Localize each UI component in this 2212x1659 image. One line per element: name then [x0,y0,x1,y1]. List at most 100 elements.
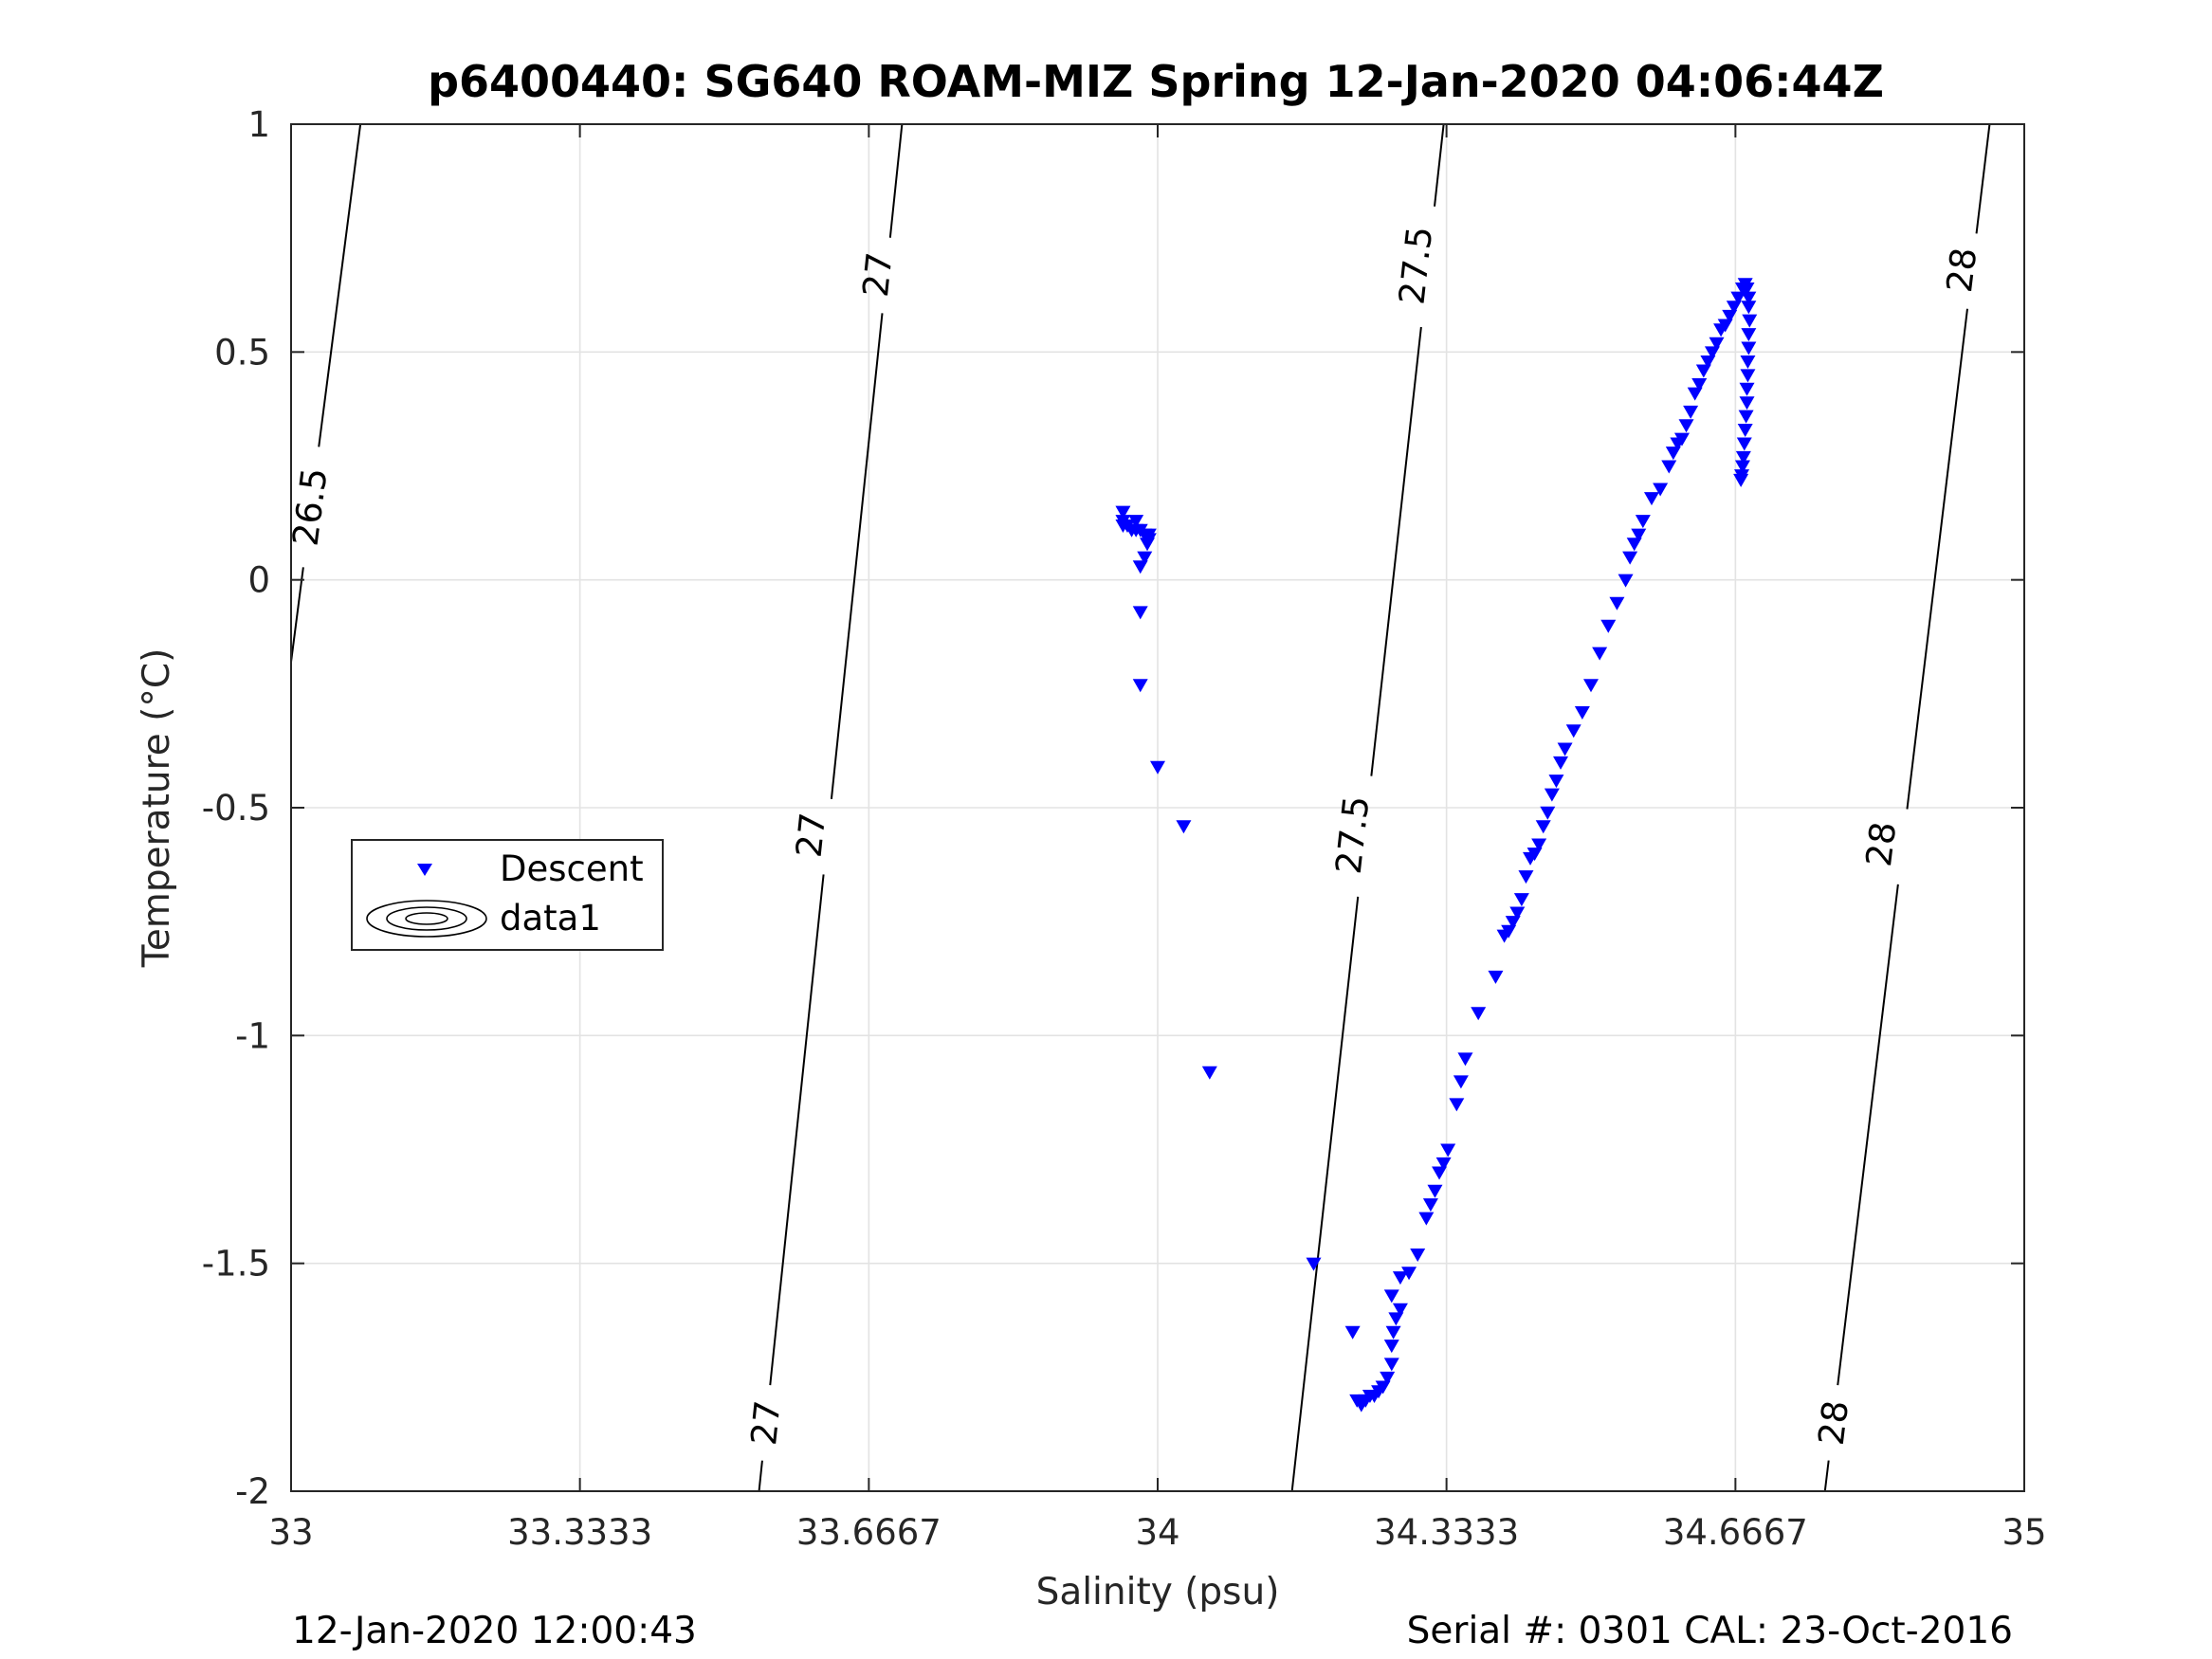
isopycnal-label: 28 [1811,1398,1856,1448]
descent-point [1733,473,1749,487]
isopycnal-label: 27.5 [1391,225,1440,307]
x-axis-label: Salinity (psu) [1036,1571,1280,1613]
descent-point [1440,1143,1456,1158]
descent-point [1385,1325,1401,1340]
descent-series [1115,278,1758,1413]
descent-point [1344,1325,1361,1340]
y-axis-label: Temperature (°C) [136,648,178,969]
descent-point [1734,460,1750,474]
legend-contour-icon [366,900,487,938]
x-tick-label: 33.3333 [507,1512,652,1553]
isopycnal-label: 26.5 [285,465,336,548]
descent-point [1306,1257,1322,1271]
descent-point [1735,450,1751,465]
descent-point [1509,906,1526,921]
isopycnal-line-27 [888,123,904,238]
descent-point [1388,1312,1404,1326]
x-tick-label: 33.6667 [796,1512,941,1553]
descent-point [1548,775,1564,789]
isopycnal-line-27 [830,313,884,799]
isopycnal-label: 28 [1858,820,1904,869]
descent-point [1526,848,1543,862]
descent-point [1741,291,1757,305]
legend-descent-marker [417,864,432,876]
descent-point [1635,515,1651,529]
descent-point [1683,405,1699,419]
x-tick-label: 34.3333 [1374,1512,1519,1553]
x-tick-label: 34.6667 [1663,1512,1808,1553]
isopycnal-line-26.5 [318,123,362,447]
isopycnal-line-28 [1906,308,1968,810]
axis-ticks: 33 33.3333 33.6667 34 34.3333 34.6667 35 -2 -1.5… [202,104,2047,1553]
x-tick-label: 34 [1135,1512,1179,1553]
descent-point [1453,1075,1469,1089]
y-tick-label: -2 [235,1471,270,1512]
descent-point [1449,1098,1465,1112]
descent-point [1432,1166,1448,1180]
descent-point [1722,309,1738,323]
descent-point [1709,337,1725,351]
descent-point [1736,437,1752,451]
descent-point [1418,1212,1435,1226]
descent-point [1740,369,1756,383]
descent-point [1565,724,1581,738]
descent-point [1741,341,1757,356]
isopycnal-label: 28 [1939,246,1984,295]
chart-title: p6400440: SG640 ROAM-MIZ Spring 12-Jan-2… [428,56,1884,107]
isopycnal-line-27 [769,874,825,1386]
isopycnal-line-26.5 [290,567,304,663]
x-tick-label: 35 [2002,1512,2046,1553]
descent-point [1726,301,1742,315]
descent-point [1730,291,1746,305]
descent-point [1535,820,1551,834]
isopycnal-label: 27 [789,811,834,859]
descent-point [1673,432,1690,447]
descent-point [1176,820,1192,834]
descent-point [1618,574,1634,588]
descent-point [1375,1380,1391,1395]
descent-point [1700,355,1716,369]
descent-point [1740,355,1756,369]
isopycnal-line-28 [1837,884,1899,1386]
descent-point [1741,328,1757,342]
y-tick-label: 0.5 [214,332,270,373]
isopycnal-contours: 26.5 27 27 27 27.5 27.5 28 28 28 [285,123,1991,1492]
descent-point [1201,1066,1217,1080]
descent-point [1739,382,1755,396]
descent-point [1422,1198,1438,1212]
isopycnal-label: 27.5 [1328,794,1378,877]
descent-point [1380,1371,1396,1385]
descent-point [1518,870,1534,884]
descent-point [1427,1184,1443,1198]
descent-point [1737,424,1753,438]
descent-point [1739,283,1755,297]
descent-point [1691,377,1708,392]
grid [291,124,2024,1491]
descent-point [1717,319,1733,333]
descent-point [1531,838,1547,852]
descent-point [1678,419,1694,433]
isopycnal-label: 27 [855,250,901,299]
descent-point [1401,1267,1417,1281]
descent-point [1150,760,1165,775]
descent-point [1583,679,1599,693]
y-tick-label: -0.5 [202,788,270,829]
legend-data1-label: data1 [500,898,601,939]
isopycnal-line-28 [1823,1460,1830,1492]
descent-point [1695,364,1711,378]
descent-point [1540,806,1556,820]
descent-point [1128,515,1144,529]
isopycnal-label: 27 [743,1398,789,1447]
footer-timestamp: 12-Jan-2020 12:00:43 [292,1610,697,1652]
descent-point [1392,1303,1408,1317]
y-tick-label: -1 [235,1015,270,1056]
descent-point [1553,756,1569,770]
descent-point [1544,788,1560,802]
descent-point [1600,619,1617,633]
descent-point [1383,1289,1399,1304]
descent-point [1383,1358,1399,1372]
descent-point [1653,483,1669,497]
legend-descent-label: Descent [500,848,644,889]
descent-point [1574,706,1590,720]
